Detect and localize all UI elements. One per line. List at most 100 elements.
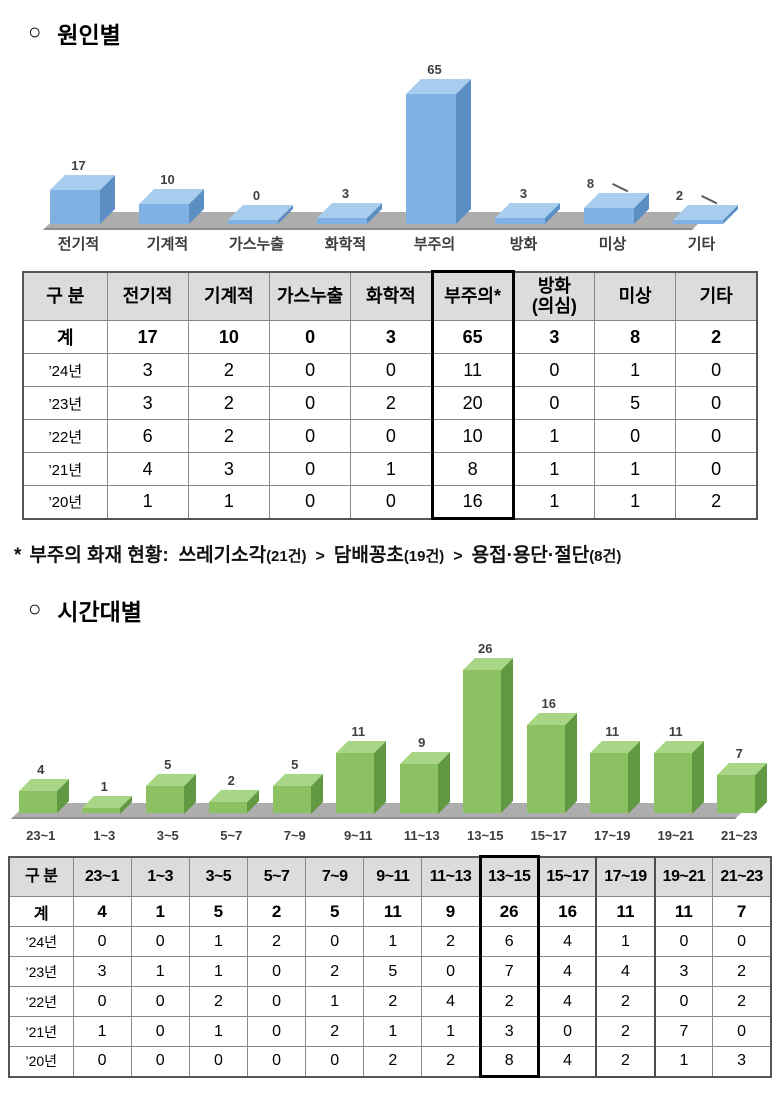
bar-value-label: 17 — [71, 158, 86, 173]
cell: 0 — [593, 419, 677, 453]
cell: 4 — [595, 956, 656, 987]
bar-side-face — [628, 740, 641, 813]
bar-front-face — [82, 807, 121, 813]
cell: 0 — [305, 1046, 365, 1077]
bar-category-label: 21~23 — [720, 828, 758, 843]
bar-front-face — [590, 752, 629, 813]
cell: 9 — [421, 896, 481, 927]
cell: 1 — [130, 956, 190, 987]
cell: 2 — [187, 386, 271, 420]
cell: 2 — [187, 353, 271, 387]
circle-bullet-icon: ○ — [28, 596, 42, 621]
table-row: ’21년 1 0 1 0 2 1 1 3 0 2 7 0 — [8, 1016, 772, 1047]
cell: 1 — [350, 452, 433, 486]
column-header: 21~23 — [712, 856, 772, 897]
bar-front-face — [405, 94, 456, 224]
bar-slot-8: 16 15~17 — [517, 633, 581, 843]
row-label: ’23년 — [22, 386, 108, 420]
cell: 0 — [675, 419, 758, 453]
report-page: ○ 원인별 17 전기적 10 기계적 0 가스누출 3 화학적 65 부주의 3 방화 8 미상 2 기타 … — [0, 16, 780, 1078]
bar-9 — [590, 740, 641, 813]
column-header: 방화 (의심) — [512, 271, 596, 321]
cell: 7 — [478, 956, 540, 987]
bar-front-face — [399, 763, 438, 813]
bar-0 — [49, 175, 115, 224]
cell: 0 — [268, 452, 352, 486]
bar-category-label: 19~21 — [657, 828, 694, 843]
cell: 0 — [654, 986, 714, 1017]
bar-value-label: 26 — [478, 641, 493, 656]
cell: 1 — [188, 1016, 248, 1047]
bar-front-face — [49, 190, 100, 224]
cell: 2 — [246, 896, 307, 927]
bar-2 — [145, 773, 196, 813]
cell: 8 — [478, 1046, 540, 1078]
cell: 0 — [537, 1016, 597, 1047]
bar-front-face — [336, 752, 375, 813]
cell: 1 — [512, 419, 596, 453]
footnote-item-count: (8건) — [589, 548, 622, 565]
bar-slot-2: 0 가스누출 — [212, 56, 301, 254]
cell: 0 — [305, 926, 365, 957]
cell: 2 — [675, 320, 758, 354]
column-header: 구 분 — [22, 271, 108, 321]
cause-table: 구 분 전기적 기계적 가스누출 화학적 부주의* 방화 (의심) 미상 기타 계 17 10 0 3 65… — [22, 270, 758, 520]
cell: 2 — [246, 926, 307, 957]
bar-6 — [583, 193, 649, 224]
cell: 1 — [363, 926, 423, 957]
cell: 4 — [537, 986, 597, 1017]
column-header: 5~7 — [246, 856, 307, 897]
cell: 26 — [478, 896, 540, 927]
cell: 0 — [350, 353, 433, 387]
bar-4 — [405, 79, 471, 224]
cell: 0 — [268, 419, 352, 453]
section-title-cause: ○ 원인별 — [28, 16, 780, 50]
bar-slot-5: 3 방화 — [479, 56, 568, 254]
cell: 0 — [268, 485, 352, 519]
bar-side-face — [501, 658, 514, 813]
cell: 4 — [537, 1046, 597, 1077]
bar-slot-6: 9 11~13 — [390, 633, 454, 843]
column-header: 가스누출 — [268, 271, 352, 321]
column-header: 11~13 — [421, 856, 481, 897]
bar-front-face — [653, 752, 692, 813]
cell: 2 — [478, 986, 540, 1017]
column-header: 15~17 — [537, 856, 597, 897]
header-row: 구 분 23~1 1~3 3~5 5~7 7~9 9~11 11~13 13~15 15~17 17… — [8, 855, 772, 897]
cell: 7 — [712, 896, 772, 927]
cell: 8 — [430, 452, 515, 486]
cell: 2 — [363, 986, 423, 1017]
bar-3 — [209, 790, 260, 813]
bar-2 — [227, 205, 293, 224]
column-header: 3~5 — [188, 856, 248, 897]
column-header: 17~19 — [595, 855, 656, 897]
bar-slot-0: 4 23~1 — [9, 633, 73, 843]
cell: 1 — [188, 956, 248, 987]
cell: 1 — [187, 485, 271, 519]
cell: 1 — [593, 485, 677, 519]
cell: 1 — [654, 1046, 714, 1077]
cell: 6 — [478, 926, 540, 957]
bar-front-face — [227, 220, 278, 224]
bar-value-label: 11 — [351, 723, 366, 739]
cell: 1 — [106, 485, 189, 519]
bar-value-label: 4 — [37, 762, 45, 777]
cell: 2 — [305, 1016, 365, 1047]
cell: 4 — [72, 896, 132, 927]
bar-front-face — [717, 774, 756, 813]
bar-slot-7: 26 13~15 — [454, 633, 518, 843]
bar-category-label: 3~5 — [156, 828, 179, 843]
cell: 0 — [246, 956, 307, 987]
bar-7 — [463, 658, 514, 813]
footnote-separator: > — [315, 548, 325, 565]
cell: 0 — [130, 1046, 190, 1077]
row-label: ’20년 — [8, 1046, 74, 1077]
header-row: 구 분 전기적 기계적 가스누출 화학적 부주의* 방화 (의심) 미상 기타 — [22, 270, 758, 321]
cell: 0 — [675, 452, 758, 486]
cell: 1 — [188, 926, 248, 957]
column-header: 미상 — [593, 271, 677, 321]
bar-value-label: 2 — [227, 773, 235, 788]
table-row: ’24년 0 0 1 2 0 1 2 6 4 1 0 0 — [8, 926, 772, 957]
row-label: ’21년 — [22, 452, 108, 486]
bar-front-face — [316, 218, 367, 224]
